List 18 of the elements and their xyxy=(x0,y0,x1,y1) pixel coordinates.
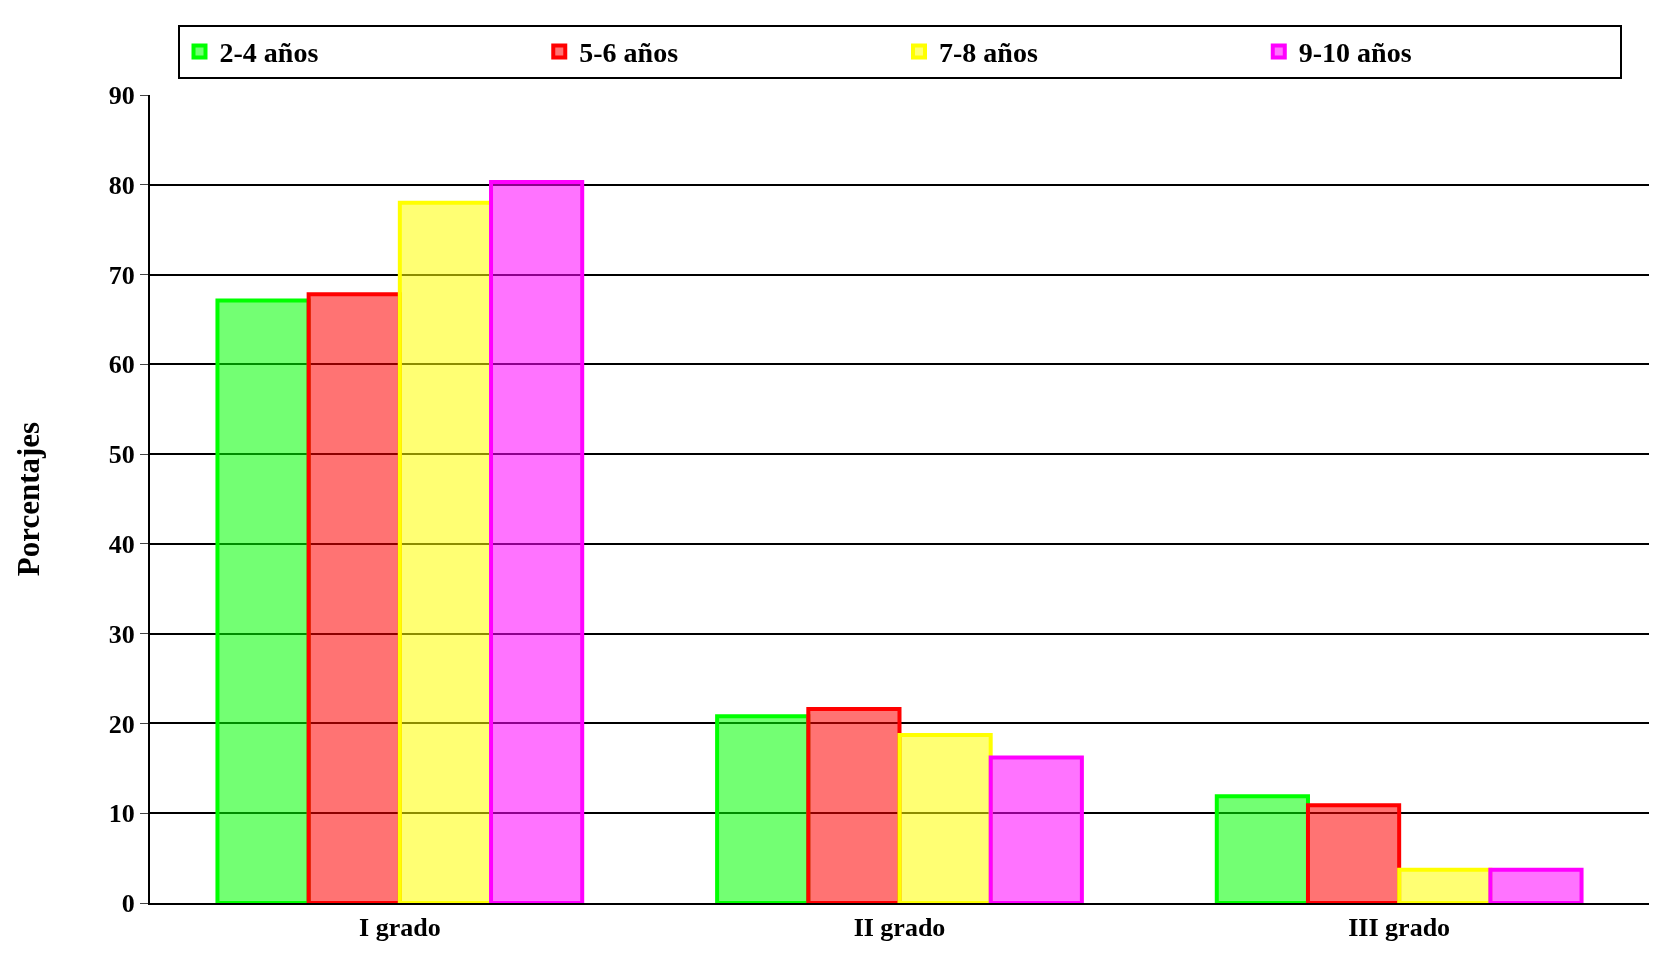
y-tick-label: 70 xyxy=(108,260,135,290)
y-tick-label: 80 xyxy=(108,170,135,200)
legend-label: 5-6 años xyxy=(579,37,679,69)
y-tick-label: 50 xyxy=(108,440,135,470)
legend-label: 7-8 años xyxy=(939,37,1038,69)
y-tick-label: 10 xyxy=(108,799,135,829)
y-tick-label: 30 xyxy=(108,619,135,649)
legend-label: 9-10 años xyxy=(1298,37,1412,69)
y-tick-label: 60 xyxy=(108,350,135,380)
x-tick-label: II grado xyxy=(853,913,946,943)
x-tick-label: I grado xyxy=(359,913,441,943)
y-tick-label: 90 xyxy=(108,81,135,111)
y-tick-label: 0 xyxy=(121,889,135,919)
x-tick-label: III grado xyxy=(1348,913,1451,943)
legend-label: 2-4 años xyxy=(219,37,319,69)
y-tick-label: 40 xyxy=(108,529,135,559)
y-tick-label: 20 xyxy=(108,709,135,739)
y-axis-title: Porcentajes xyxy=(10,421,46,577)
